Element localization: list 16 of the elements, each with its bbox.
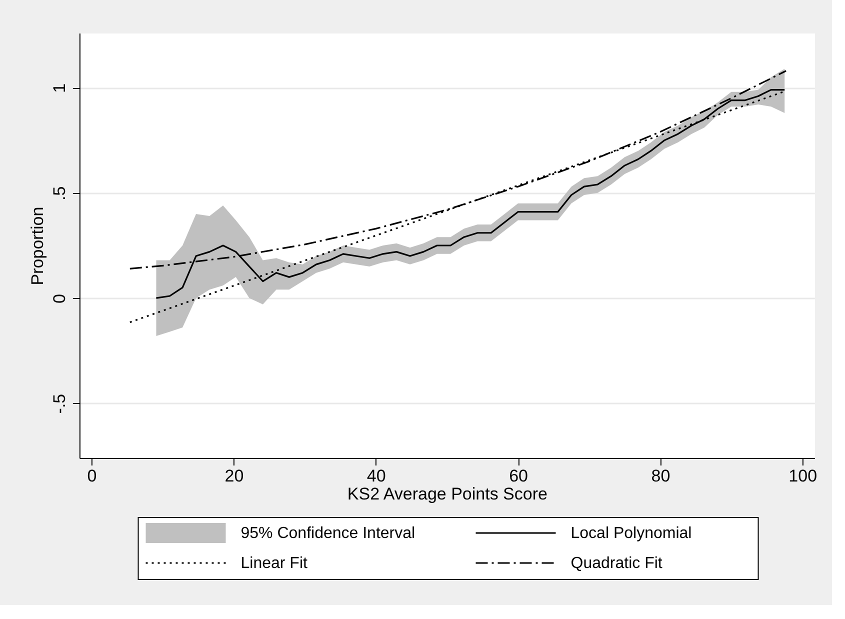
legend-label: Quadratic Fit: [570, 555, 663, 572]
legend-label: Local Polynomial: [570, 525, 692, 542]
legend-label: Linear Fit: [240, 555, 308, 572]
y-tick-label: -.5: [50, 394, 69, 414]
x-tick-label: 80: [651, 466, 670, 486]
x-axis-title: KS2 Average Points Score: [347, 484, 548, 504]
x-tick-label: 100: [788, 466, 818, 486]
text: 95% Confidence Interval: [240, 525, 416, 542]
y-axis-title: Proportion: [28, 206, 47, 286]
x-tick-label: 60: [509, 466, 528, 486]
x-tick-label: 0: [87, 466, 97, 486]
y-tick-label: 1: [50, 83, 69, 93]
y-tick-label: .5: [50, 186, 69, 200]
y-tick-label: 0: [50, 294, 69, 304]
x-tick-label: 20: [224, 466, 244, 486]
x-tick-label: 40: [366, 466, 386, 486]
